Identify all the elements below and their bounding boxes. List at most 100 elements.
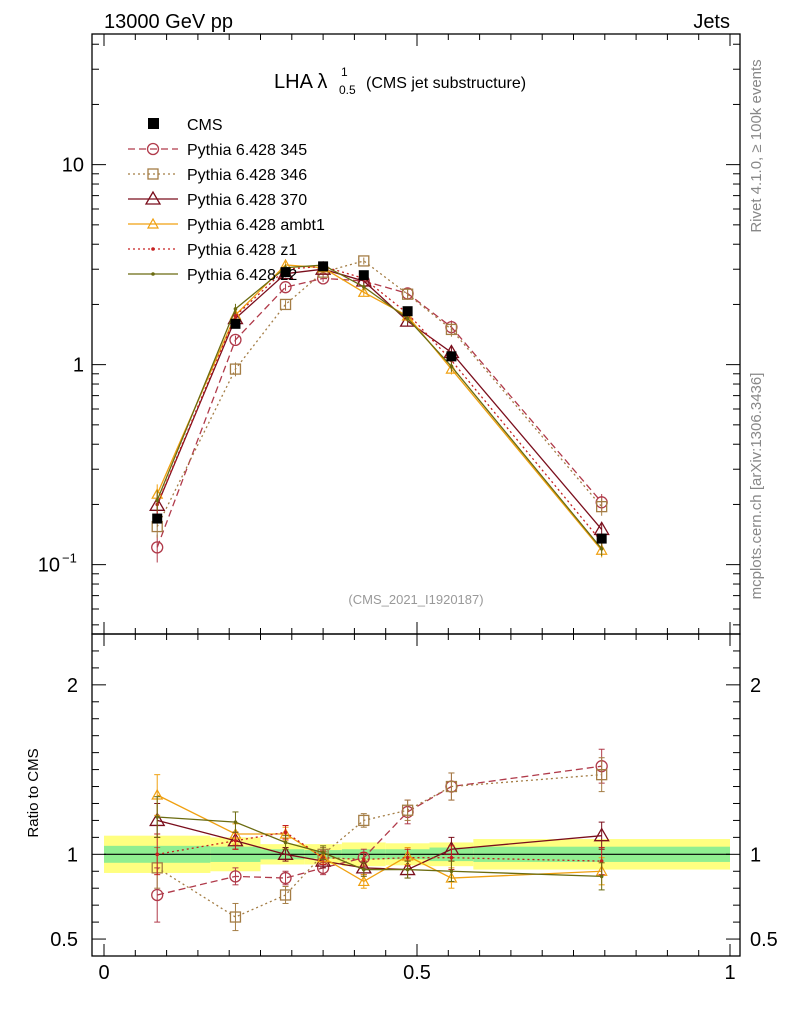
marker-dot: [155, 498, 160, 502]
marker-dot: [151, 247, 155, 251]
data-point: [402, 306, 413, 317]
marker-dot: [449, 869, 454, 874]
marker-circle: [151, 541, 164, 554]
legend-label: Pythia 6.428 z2: [187, 267, 297, 284]
main-y-tick-label: 10: [38, 555, 60, 577]
legend-entry-0: Pythia 6.428 345: [128, 142, 307, 159]
marker-dot: [405, 867, 410, 872]
marker-dot: [449, 364, 454, 369]
ratio-y-tick-label-right: 0.5: [750, 929, 778, 951]
main-series-line: [156, 264, 603, 551]
panel-frames: [91, 33, 741, 957]
main-series-1: [151, 255, 608, 538]
legend: CMS Pythia 6.428 345 Pythia 6.428 346 Pythi…: [128, 117, 325, 284]
legend-label: Pythia 6.428 370: [187, 192, 307, 209]
marker-circle: [151, 888, 164, 902]
marker-dot: [321, 850, 325, 855]
energy-label: 13000 GeV pp: [104, 11, 233, 33]
ratio-y-tick-label-right: 2: [750, 675, 761, 697]
main-series-data: [152, 261, 607, 544]
ratio-series-line: [156, 774, 602, 918]
main-series-line: [156, 264, 603, 550]
main-y-tick-label: 10: [62, 155, 84, 177]
marker-dot: [361, 867, 366, 872]
marker-dot: [405, 316, 410, 321]
marker-triangle-small: [357, 286, 370, 297]
marker-dot: [599, 874, 604, 879]
chart-title: LHA λ 1 0.5 (CMS jet substructure): [274, 65, 526, 97]
process-label: Jets: [693, 11, 730, 33]
title-subscript: 0.5: [339, 83, 356, 97]
legend-label: Pythia 6.428 345: [187, 142, 307, 159]
legend-label: Pythia 6.428 ambt1: [187, 217, 325, 234]
main-series-3: [151, 258, 608, 558]
ratio-panel-frame: [91, 633, 741, 957]
marker-square: [279, 298, 292, 311]
marker-circle: [279, 871, 292, 885]
marker-dot: [233, 314, 238, 318]
legend-entry-1: Pythia 6.428 346: [128, 167, 307, 184]
data-point: [152, 513, 163, 524]
data-point: [446, 351, 457, 362]
marker-circle: [229, 870, 242, 883]
rivet-label: Rivet 4.1.0, ≥ 100k events: [748, 59, 765, 232]
main-series-4: [155, 262, 604, 550]
x-tick-label: 0: [98, 962, 109, 984]
marker-square: [147, 168, 159, 180]
ratio-series-line: [156, 794, 602, 883]
main-series-line: [156, 260, 603, 527]
ratio-panel-marks: [149, 748, 610, 932]
marker-dot: [599, 547, 604, 551]
data-point: [358, 270, 369, 281]
marker-dot: [155, 815, 160, 819]
main-y-tick-exponent: −1: [62, 551, 77, 566]
marker-dot: [599, 859, 604, 863]
ratio-series-line: [157, 816, 602, 877]
marker-triangle-small: [445, 871, 458, 883]
main-series-5: [155, 261, 604, 557]
marker-dot: [449, 855, 454, 860]
data-point: [596, 533, 607, 544]
marker-circle: [279, 281, 292, 294]
marker-dot: [151, 272, 155, 276]
legend-entry-3: Pythia 6.428 ambt1: [128, 217, 325, 234]
marker-triangle-small: [146, 217, 160, 229]
ratio-series-line: [157, 819, 602, 871]
main-panel-marks: [149, 255, 610, 563]
marker-triangle: [277, 846, 294, 860]
main-series-line: [156, 268, 603, 530]
title-suffix: (CMS jet substructure): [366, 75, 526, 92]
marker-square: [445, 780, 458, 793]
ratio-y-tick-label-right: 1: [750, 844, 761, 866]
marker-dot: [361, 285, 366, 289]
marker-square: [596, 500, 608, 513]
mcplots-label: mcplots.cern.ch [arXiv:1306.3436]: [748, 373, 765, 600]
title-main: LHA λ: [274, 71, 327, 93]
marker-dot: [233, 307, 238, 311]
legend-entry-5: Pythia 6.428 z2: [128, 267, 297, 284]
ratio-uncertainty-bands: [104, 835, 730, 873]
legend-label: Pythia 6.428 346: [187, 167, 307, 184]
marker-square: [358, 814, 370, 827]
legend-label: Pythia 6.428 z1: [187, 242, 297, 259]
marker-square: [229, 363, 242, 375]
analysis-label: (CMS_2021_I1920187): [348, 592, 483, 607]
marker-square: [596, 769, 608, 781]
marker-circle: [146, 142, 160, 156]
x-tick-label: 1: [724, 962, 735, 984]
legend-entry-data: CMS: [148, 117, 223, 134]
legend-entry-2: Pythia 6.428 370: [128, 190, 307, 209]
legend-entry-4: Pythia 6.428 z1: [128, 242, 297, 259]
main-series-2: [149, 260, 610, 537]
ratio-series-0: [151, 748, 608, 923]
title-superscript: 1: [341, 65, 348, 79]
x-tick-label: 0.5: [403, 962, 431, 984]
ratio-series-line: [157, 831, 602, 862]
marker-triangle: [144, 190, 162, 205]
marker-dot: [155, 852, 160, 857]
marker-dot: [233, 820, 238, 824]
marker-square: [401, 288, 414, 300]
ratio-ylabel: Ratio to CMS: [25, 748, 42, 837]
data-point: [318, 261, 329, 272]
